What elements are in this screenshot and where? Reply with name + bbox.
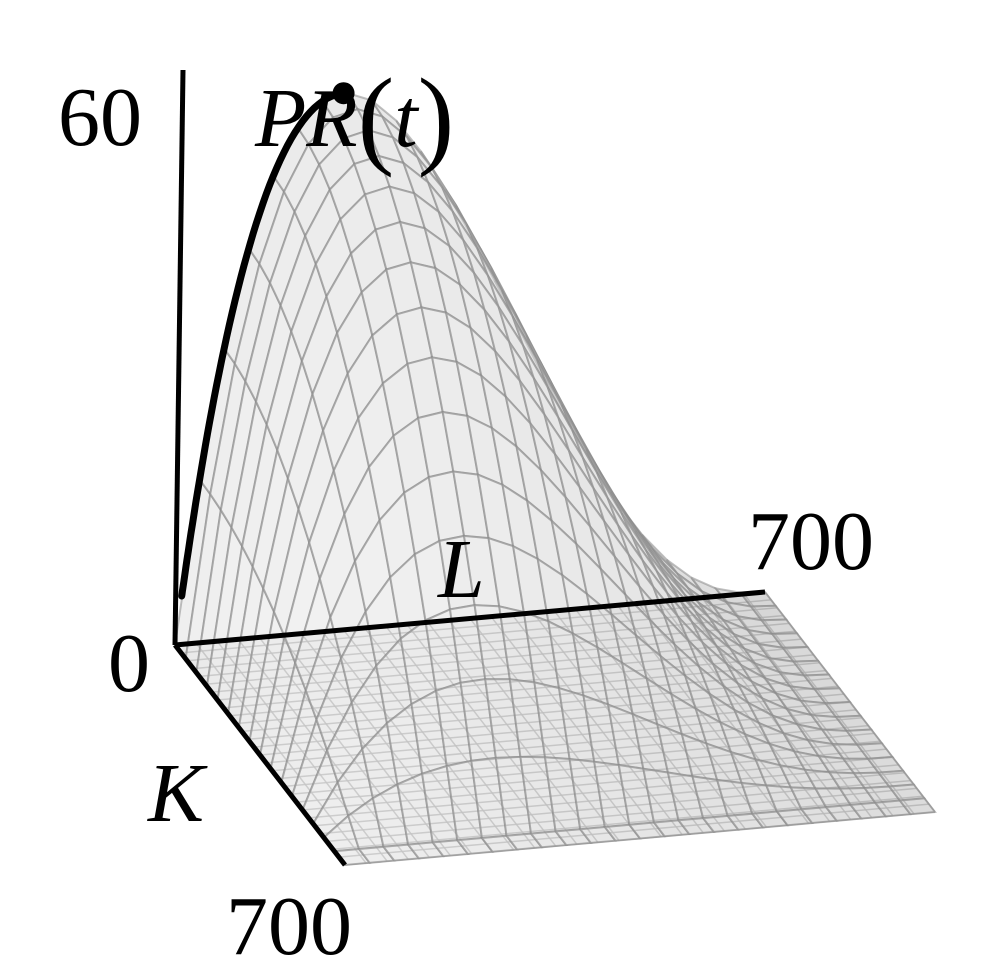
z-label-main: PR (255, 72, 358, 165)
surface-patch (897, 797, 937, 816)
z-label-open: ( (357, 56, 395, 178)
k-axis-max-tick: 700 (226, 880, 352, 973)
k-axis-label: K (148, 747, 205, 840)
axes (172, 69, 766, 867)
surface-mesh (173, 91, 937, 867)
z-axis-label: PR(t) (255, 62, 454, 172)
l-axis-label: L (438, 523, 485, 616)
z-axis-line (172, 69, 186, 646)
z-label-arg: t (394, 72, 418, 165)
k-axis-line (173, 643, 347, 867)
trajectory-endpoint-marker (332, 82, 355, 105)
z-axis-max-tick: 60 (58, 71, 142, 164)
l-axis-max-tick: 700 (748, 495, 874, 588)
trajectory-curve (178, 89, 348, 600)
origin-tick: 0 (108, 617, 150, 710)
trajectory (178, 82, 355, 600)
z-label-close: ) (417, 56, 455, 178)
l-axis-line (174, 589, 766, 648)
